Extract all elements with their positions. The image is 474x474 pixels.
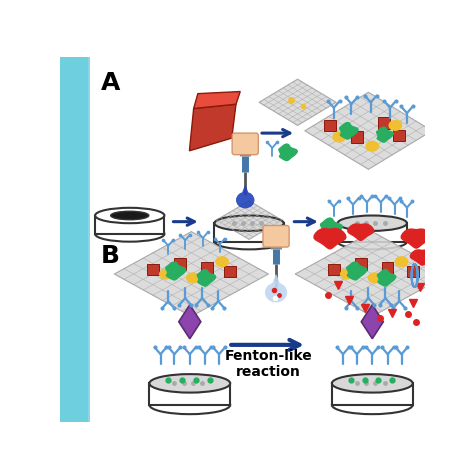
Ellipse shape <box>149 374 230 392</box>
Ellipse shape <box>95 208 164 223</box>
Ellipse shape <box>159 268 173 280</box>
FancyBboxPatch shape <box>201 262 212 273</box>
Ellipse shape <box>110 211 149 220</box>
Polygon shape <box>194 91 240 109</box>
Text: A: A <box>101 71 120 95</box>
FancyBboxPatch shape <box>378 118 390 129</box>
FancyBboxPatch shape <box>174 258 185 270</box>
FancyBboxPatch shape <box>103 57 105 422</box>
FancyBboxPatch shape <box>105 57 107 422</box>
Ellipse shape <box>265 283 287 302</box>
FancyBboxPatch shape <box>102 57 103 422</box>
Polygon shape <box>216 201 282 239</box>
FancyBboxPatch shape <box>393 130 405 141</box>
Polygon shape <box>377 270 396 286</box>
FancyBboxPatch shape <box>97 57 99 422</box>
FancyBboxPatch shape <box>355 258 366 270</box>
FancyBboxPatch shape <box>95 216 164 234</box>
FancyBboxPatch shape <box>382 262 393 273</box>
FancyBboxPatch shape <box>100 57 102 422</box>
Polygon shape <box>166 262 186 280</box>
Polygon shape <box>314 228 346 249</box>
FancyBboxPatch shape <box>337 223 407 242</box>
FancyBboxPatch shape <box>93 57 94 422</box>
FancyBboxPatch shape <box>149 383 230 405</box>
FancyBboxPatch shape <box>232 133 258 155</box>
FancyBboxPatch shape <box>94 57 96 422</box>
FancyBboxPatch shape <box>407 266 419 277</box>
Polygon shape <box>114 232 268 316</box>
Ellipse shape <box>149 396 230 414</box>
Ellipse shape <box>389 120 402 131</box>
FancyBboxPatch shape <box>324 119 336 131</box>
FancyBboxPatch shape <box>90 57 425 422</box>
Polygon shape <box>401 229 431 248</box>
Ellipse shape <box>236 192 255 209</box>
Polygon shape <box>305 92 432 169</box>
FancyBboxPatch shape <box>61 57 90 422</box>
Ellipse shape <box>215 256 229 267</box>
FancyBboxPatch shape <box>90 57 91 422</box>
Polygon shape <box>279 144 297 161</box>
Polygon shape <box>348 224 374 240</box>
FancyBboxPatch shape <box>108 57 109 422</box>
Polygon shape <box>179 305 201 339</box>
Polygon shape <box>320 218 342 237</box>
Ellipse shape <box>332 396 413 414</box>
Polygon shape <box>340 123 358 139</box>
Polygon shape <box>272 273 280 283</box>
Polygon shape <box>410 250 434 265</box>
Ellipse shape <box>214 216 284 231</box>
Ellipse shape <box>332 374 413 392</box>
FancyBboxPatch shape <box>99 57 100 422</box>
Ellipse shape <box>214 234 284 249</box>
FancyBboxPatch shape <box>107 57 108 422</box>
FancyBboxPatch shape <box>88 57 90 422</box>
FancyBboxPatch shape <box>214 223 284 242</box>
FancyBboxPatch shape <box>91 57 93 422</box>
FancyBboxPatch shape <box>332 383 413 405</box>
Text: B: B <box>101 244 120 268</box>
Polygon shape <box>242 184 248 193</box>
Polygon shape <box>295 232 449 316</box>
FancyBboxPatch shape <box>147 264 159 275</box>
Ellipse shape <box>365 141 379 152</box>
Ellipse shape <box>337 234 407 249</box>
Ellipse shape <box>337 216 407 231</box>
Polygon shape <box>346 262 367 280</box>
Polygon shape <box>377 127 393 142</box>
Ellipse shape <box>186 273 200 283</box>
FancyBboxPatch shape <box>96 57 97 422</box>
FancyBboxPatch shape <box>263 226 289 247</box>
FancyBboxPatch shape <box>328 264 339 275</box>
Ellipse shape <box>340 268 354 280</box>
Polygon shape <box>197 270 216 286</box>
Polygon shape <box>259 79 336 126</box>
Polygon shape <box>190 104 236 151</box>
Ellipse shape <box>332 131 346 143</box>
FancyBboxPatch shape <box>224 266 236 277</box>
FancyBboxPatch shape <box>351 131 363 143</box>
Polygon shape <box>361 305 383 339</box>
Ellipse shape <box>95 226 164 242</box>
Ellipse shape <box>395 256 409 267</box>
Text: Fenton-like
reaction: Fenton-like reaction <box>225 349 312 379</box>
Ellipse shape <box>368 273 382 283</box>
